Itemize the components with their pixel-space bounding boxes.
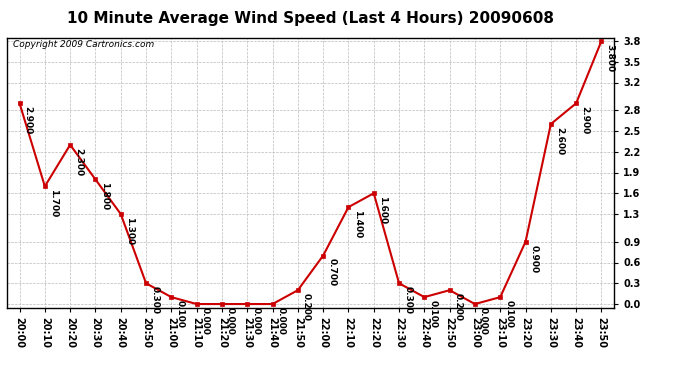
Text: 10 Minute Average Wind Speed (Last 4 Hours) 20090608: 10 Minute Average Wind Speed (Last 4 Hou… [67,11,554,26]
Text: Copyright 2009 Cartronics.com: Copyright 2009 Cartronics.com [13,40,155,49]
Text: 0.300: 0.300 [403,286,412,314]
Text: 0.200: 0.200 [302,293,311,321]
Text: 0.300: 0.300 [150,286,159,314]
Text: 0.100: 0.100 [428,300,437,328]
Text: 1.600: 1.600 [378,196,387,224]
Text: 0.200: 0.200 [454,293,463,321]
Text: 0.700: 0.700 [327,258,336,286]
Text: 0.100: 0.100 [504,300,513,328]
Text: 0.000: 0.000 [479,307,488,335]
Text: 2.900: 2.900 [23,106,32,134]
Text: 1.400: 1.400 [353,210,362,238]
Text: 1.700: 1.700 [49,189,58,217]
Text: 2.600: 2.600 [555,127,564,155]
Text: 0.000: 0.000 [251,307,260,335]
Text: 2.900: 2.900 [580,106,589,134]
Text: 0.900: 0.900 [530,244,539,273]
Text: 3.800: 3.800 [606,44,615,72]
Text: 0.000: 0.000 [226,307,235,335]
Text: 1.800: 1.800 [99,182,108,210]
Text: 1.300: 1.300 [125,217,134,245]
Text: 2.300: 2.300 [75,148,83,176]
Text: 0.100: 0.100 [175,300,184,328]
Text: 0.000: 0.000 [277,307,286,335]
Text: 0.000: 0.000 [201,307,210,335]
